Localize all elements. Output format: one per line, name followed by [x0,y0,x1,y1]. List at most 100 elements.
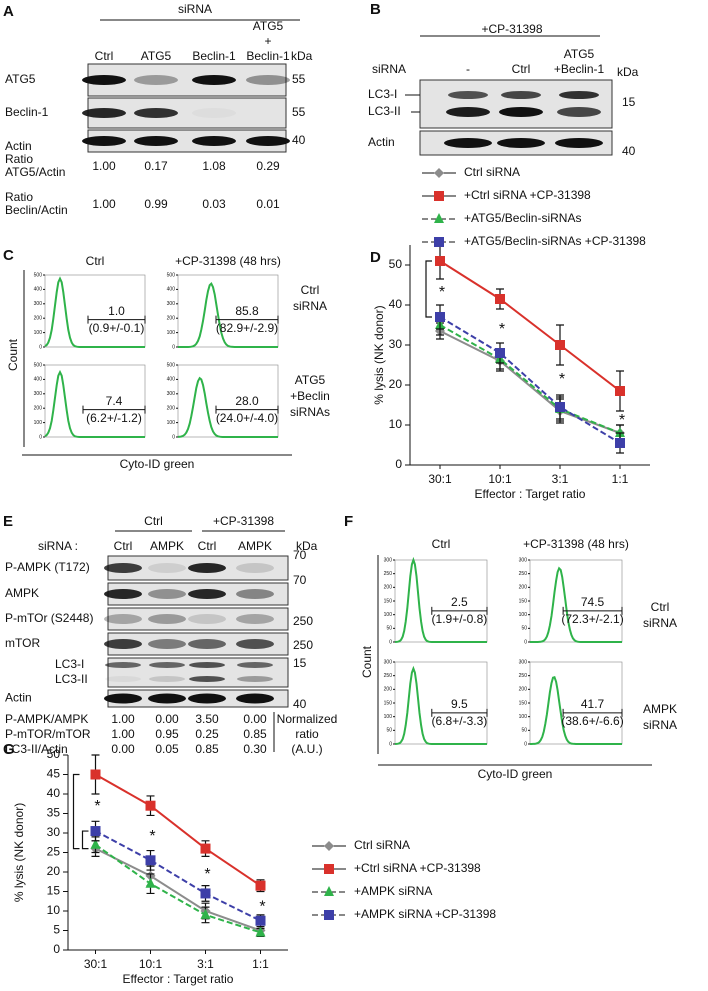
histogram-curve [394,556,487,643]
panel-letter: F [344,513,353,530]
y-tick-label: 200 [34,316,43,322]
y-tick-label: 300 [519,659,528,665]
point [615,438,625,448]
point [615,386,625,396]
x-tick-label: 30:1 [428,472,452,486]
y-tick-label: 250 [519,571,528,577]
y-tick-label: 0 [389,741,392,747]
band [444,138,492,148]
lane-label: ATG5 [564,47,595,61]
column-label: +CP-31398 (48 hrs) [175,254,281,268]
band [188,589,226,599]
band [188,614,226,624]
lane-label: + [264,34,271,48]
band [236,614,274,624]
legend-label: +AMPK siRNA [354,884,432,898]
band [148,639,186,649]
histogram-curve [44,369,145,438]
point [255,880,266,891]
point [495,294,505,304]
lane-label: ATG5 [253,19,284,33]
y-axis-label: % lysis (NK donor) [12,803,26,902]
y-tick-label: 50 [386,728,392,734]
lane-label: - [466,62,470,76]
ratio-value: 0.85 [195,742,219,756]
band [149,662,185,668]
kda: 250 [293,614,313,628]
gate-value: 41.7 [581,697,605,711]
panel-letter: D [370,249,381,266]
row-label: Ctrl [301,283,320,297]
blot [419,79,613,129]
row-label: siRNA [293,299,327,313]
row-label: siRNA [643,616,677,630]
band [148,563,186,573]
band [104,639,142,649]
y-tick-label: 100 [519,714,528,720]
band [448,91,488,99]
y-tick-label: 30 [389,337,403,351]
y-tick-label: 10 [47,903,61,917]
lane-label: Ctrl [512,62,531,76]
x-axis-label: Cyto-ID green [120,457,195,471]
gate-range: (72.3+/-2.1) [561,612,623,626]
band [499,107,543,117]
blot [87,63,287,97]
gate-value: 2.5 [451,595,468,609]
point [434,168,444,178]
point [555,340,565,350]
row-label: siRNA [372,62,406,76]
y-tick-label: 0 [39,434,42,440]
y-tick-label: 50 [47,747,61,761]
bracket [72,773,80,850]
ratio-note: (A.U.) [291,742,322,756]
significance: * [149,828,155,845]
y-axis-label: % lysis (NK donor) [372,305,386,404]
band [192,108,236,118]
y-tick-label: 200 [384,585,393,591]
kda: 15 [293,656,307,670]
x-tick-label: 30:1 [84,957,108,971]
y-tick-label: 0 [524,639,527,645]
band [236,589,274,599]
ratio-value: 0.29 [256,159,280,173]
ratio-label: Ratio [5,152,33,166]
header: siRNA [178,2,212,16]
series-line [95,773,262,887]
band [105,676,141,682]
legend-label: Ctrl siRNA [464,165,520,179]
ratio-label: Beclin/Actin [5,203,68,217]
band [188,693,226,704]
header: +CP-31398 [481,22,542,36]
row-label: +Beclin [290,389,330,403]
y-tick-label: 300 [34,301,43,307]
row-label: siRNAs [290,405,330,419]
ratio-value: 1.00 [92,197,116,211]
row-label: AMPK [5,586,39,600]
point [324,886,334,896]
legend-label: +ATG5/Beclin-siRNAs [464,211,581,225]
y-tick-label: 20 [389,377,403,391]
significance: * [259,898,265,915]
y-tick-label: 400 [167,377,176,383]
y-tick-label: 0 [53,942,60,956]
y-tick-label: 500 [167,272,176,278]
y-tick-label: 200 [384,687,393,693]
row-label: Actin [5,691,32,705]
y-tick-label: 0 [395,457,402,471]
band [134,136,178,146]
histogram-curve [44,276,145,348]
y-tick-label: 500 [34,272,43,278]
point [255,926,266,937]
ratio-value: 1.00 [92,159,116,173]
gate-value: 28.0 [235,394,259,408]
y-tick-label: 250 [384,673,393,679]
lane-label: AMPK [150,539,184,553]
ratio-label: P-AMPK/AMPK [5,712,88,726]
y-tick-label: 250 [384,571,393,577]
ratio-note: Normalized [277,712,338,726]
histogram-curve [177,376,278,438]
y-tick-label: 50 [521,626,527,632]
ratio-label: ATG5/Actin [5,165,65,179]
panel-letter: C [3,247,14,264]
